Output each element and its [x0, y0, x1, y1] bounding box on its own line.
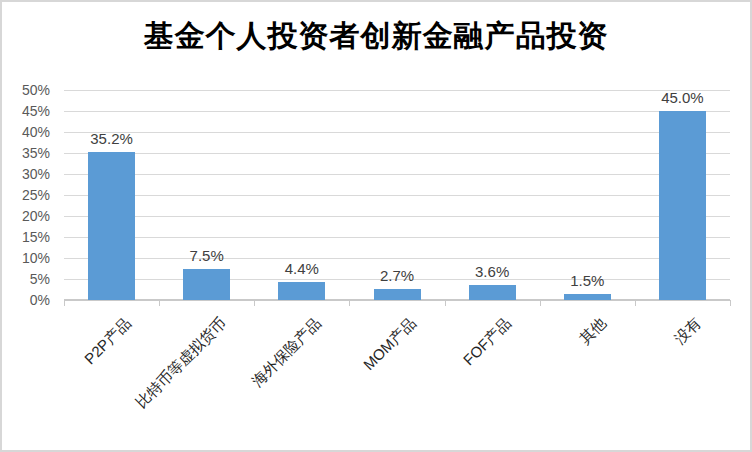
x-axis-tick [635, 300, 636, 306]
x-axis-tick [159, 300, 160, 306]
bar-value-label: 7.5% [162, 247, 252, 265]
x-axis-category-label: 没有 [671, 314, 704, 347]
y-axis-tick-label: 50% [2, 81, 50, 99]
gridline [64, 195, 730, 196]
gridline [64, 174, 730, 175]
gridline [64, 111, 730, 112]
x-axis-category-label: P2P产品 [80, 314, 133, 367]
bar-value-label: 35.2% [67, 130, 157, 148]
gridline [64, 237, 730, 238]
bar [183, 269, 230, 301]
y-axis-tick-label: 35% [2, 144, 50, 162]
x-axis-category-label: FOF产品 [460, 314, 514, 368]
y-axis-tick-label: 20% [2, 207, 50, 225]
y-axis-tick-label: 0% [2, 291, 50, 309]
bar-value-label: 2.7% [352, 267, 442, 285]
y-axis-tick-label: 5% [2, 270, 50, 288]
bar-value-label: 1.5% [542, 272, 632, 290]
x-axis-category-label: MOM产品 [360, 314, 419, 373]
y-axis-tick-label: 40% [2, 123, 50, 141]
x-axis-tick [254, 300, 255, 306]
bar-chart: 基金个人投资者创新金融产品投资 0% 5% 10% 15% 20% 25% 30% 35% 40… [0, 0, 752, 452]
bar-value-label: 45.0% [637, 89, 727, 107]
x-axis-category-label: 其他 [576, 314, 609, 347]
x-axis-tick [730, 300, 731, 306]
bar [88, 152, 135, 300]
x-axis-tick [540, 300, 541, 306]
y-axis-tick-label: 15% [2, 228, 50, 246]
y-axis-tick-label: 45% [2, 102, 50, 120]
x-axis-tick [64, 300, 65, 306]
y-axis-tick-label: 10% [2, 249, 50, 267]
y-axis-tick-label: 25% [2, 186, 50, 204]
x-axis-category-label: 海外保险产品 [248, 314, 324, 390]
bar [278, 282, 325, 300]
bar [564, 294, 611, 300]
bar [469, 285, 516, 300]
bar-value-label: 4.4% [257, 260, 347, 278]
x-axis-tick [349, 300, 350, 306]
bar [659, 111, 706, 300]
gridline [64, 216, 730, 217]
gridline [64, 153, 730, 154]
gridline [64, 132, 730, 133]
chart-title: 基金个人投资者创新金融产品投资 [2, 16, 750, 57]
bar [374, 289, 421, 300]
gridline [64, 90, 730, 91]
bar-value-label: 3.6% [447, 263, 537, 281]
x-axis-tick [445, 300, 446, 306]
y-axis-tick-label: 30% [2, 165, 50, 183]
x-axis-category-label: 比特币等虚拟货币 [132, 314, 229, 411]
